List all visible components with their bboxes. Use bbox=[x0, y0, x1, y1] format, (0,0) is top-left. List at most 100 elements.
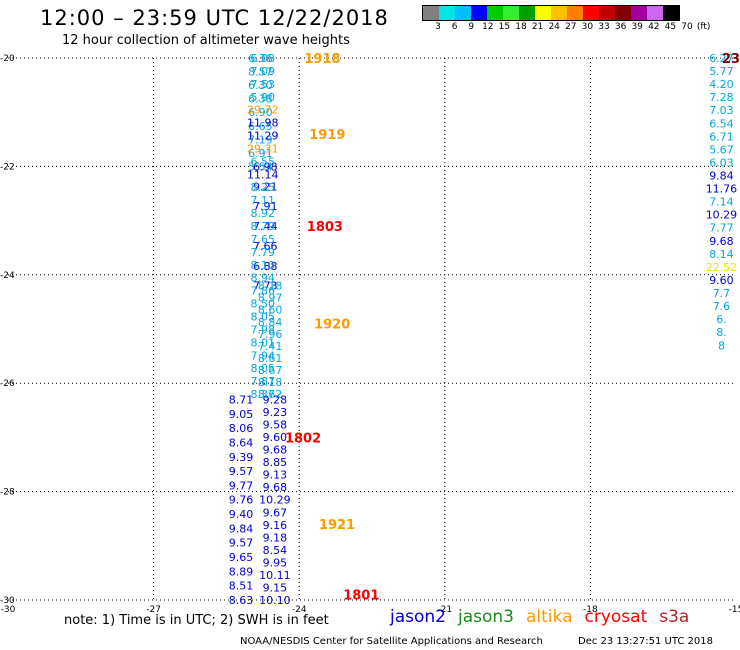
wave-height-value: 8.01 bbox=[251, 336, 276, 349]
legend-ticks: 3 6 9 12 15 18 21 24 27 30 33 36 39 42 45 70 (ft) bbox=[422, 22, 710, 34]
wave-height-value: 22.52 bbox=[706, 261, 738, 274]
wave-height-value: 7.91 bbox=[253, 200, 278, 213]
satellite-key-jason3: jason3 bbox=[458, 607, 514, 627]
wave-height-value: 9.57 bbox=[229, 537, 254, 550]
wave-height-value: 7.94 bbox=[251, 349, 276, 362]
wave-height-value: 9.84 bbox=[709, 170, 734, 183]
wave-height-value: 9.68 bbox=[263, 481, 288, 494]
wave-height-value: 8.10 bbox=[251, 259, 276, 272]
wave-height-value: 9.77 bbox=[229, 479, 254, 492]
y-tick-label: -22 bbox=[0, 162, 15, 172]
wave-height-value: 11.76 bbox=[706, 183, 738, 196]
wave-height-value: 8.92 bbox=[251, 207, 276, 220]
legend-swatch bbox=[471, 6, 487, 20]
wave-height-value: 8.18 bbox=[258, 376, 283, 389]
pass-time-label: 1803 bbox=[307, 220, 343, 235]
wave-height-value: 10.29 bbox=[706, 209, 738, 222]
satellite-key-cryosat: cryosat bbox=[584, 607, 648, 627]
pass-time-label: 1921 bbox=[319, 518, 355, 533]
legend-tick-label: 21 bbox=[531, 22, 544, 32]
credit-text: NOAA/NESDIS Center for Satellite Applica… bbox=[240, 636, 543, 647]
wave-height-value: 29.72 bbox=[247, 104, 279, 117]
wave-height-value: 29.31 bbox=[247, 142, 279, 155]
wave-height-value: 6.71 bbox=[709, 130, 734, 143]
wave-height-value: 5.90 bbox=[251, 91, 276, 104]
legend-swatch bbox=[487, 6, 503, 20]
wave-height-value: 9.60 bbox=[709, 274, 734, 287]
wave-height-value: 9.15 bbox=[263, 581, 288, 594]
satellite-key: jason2 jason3 altika cryosat s3a bbox=[390, 607, 701, 627]
wave-height-value: 9.23 bbox=[263, 406, 288, 419]
legend-tick-label: 9 bbox=[468, 22, 475, 32]
wave-height-value: 9.16 bbox=[263, 519, 288, 532]
wave-height-value: 9.68 bbox=[263, 444, 288, 457]
wave-height-value: 7.87 bbox=[251, 375, 276, 388]
wave-height-value: 6.08 bbox=[251, 52, 276, 65]
x-tick-label: -18 bbox=[583, 605, 598, 615]
footer-note: note: 1) Time is in UTC; 2) SWH is in fe… bbox=[64, 613, 329, 628]
wave-height-value: 8.57 bbox=[248, 66, 273, 79]
pass-time-label: 2317 bbox=[722, 52, 740, 67]
wave-height-value: 9.18 bbox=[263, 531, 288, 544]
wave-height-value: 8. bbox=[716, 326, 727, 339]
wave-height-value: 7.6 bbox=[713, 300, 731, 313]
wave-height-value: 7.66 bbox=[253, 240, 278, 253]
legend-swatch bbox=[535, 6, 551, 20]
satellite-key-s3a: s3a bbox=[659, 607, 690, 627]
wave-height-value: 8.06 bbox=[229, 422, 254, 435]
legend-swatch bbox=[423, 6, 439, 20]
legend-tick-label: 30 bbox=[581, 22, 594, 32]
wave-height-value: 8.54 bbox=[263, 544, 288, 557]
wave-height-value: 6. bbox=[716, 313, 727, 326]
wave-height-value: 9.65 bbox=[229, 551, 254, 564]
wave-height-value: 8.71 bbox=[229, 393, 254, 406]
wave-height-value: 8.94 bbox=[251, 272, 276, 285]
wave-height-value: 8.50 bbox=[251, 298, 276, 311]
wave-height-value: 7.14 bbox=[709, 196, 734, 209]
chart-title: 12:00 – 23:59 UTC 12/22/2018 bbox=[40, 6, 389, 30]
wave-height-value: 11.98 bbox=[247, 117, 279, 130]
wave-height-value: 8.05 bbox=[251, 362, 276, 375]
legend-tick-label: 6 bbox=[451, 22, 458, 32]
wave-height-value: 7.7 bbox=[713, 287, 731, 300]
legend-swatch bbox=[439, 6, 455, 20]
wave-height-value: 9.67 bbox=[263, 506, 288, 519]
legend-swatch bbox=[615, 6, 631, 20]
wave-height-value: 7.79 bbox=[251, 246, 276, 259]
wave-height-value: 8.37 bbox=[251, 388, 276, 401]
wave-height-value: 7.96 bbox=[258, 328, 283, 341]
wave-height-value: 9.13 bbox=[263, 469, 288, 482]
pass-time-label: 1918 bbox=[304, 52, 340, 67]
wave-height-value: 9.84 bbox=[229, 522, 254, 535]
y-tick-label: -24 bbox=[0, 271, 15, 281]
wave-height-value: 6.54 bbox=[709, 117, 734, 130]
wave-height-value: 10.10 bbox=[259, 594, 291, 607]
color-legend: 3 6 9 12 15 18 21 24 27 30 33 36 39 42 45 70 (ft) bbox=[422, 5, 710, 34]
wave-height-value: 7.73 bbox=[253, 280, 278, 293]
wave-height-value: 9.76 bbox=[229, 494, 254, 507]
x-tick-label: -21 bbox=[437, 605, 452, 615]
wave-height-value: 7.44 bbox=[253, 220, 278, 233]
wave-height-value: 7.09 bbox=[251, 65, 276, 78]
satellite-key-jason2: jason2 bbox=[390, 607, 446, 627]
legend-swatch bbox=[455, 6, 471, 20]
wave-height-value: 7.98 bbox=[251, 323, 276, 336]
wave-height-value: 5.67 bbox=[709, 143, 734, 156]
wave-height-value: 7.28 bbox=[709, 91, 734, 104]
legend-tick-label: 45 bbox=[664, 22, 677, 32]
wave-height-value: 6.30 bbox=[248, 79, 273, 92]
wave-height-value: 4.20 bbox=[709, 78, 734, 91]
legend-tick-label: 12 bbox=[482, 22, 494, 32]
wave-height-value: 8.62 bbox=[258, 388, 283, 401]
wave-height-value: 6.27 bbox=[709, 52, 734, 65]
wave-height-value: 8.63 bbox=[229, 594, 254, 607]
pass-time-label: 1802 bbox=[285, 431, 321, 446]
wave-height-value: 6.55 bbox=[251, 155, 276, 168]
y-tick-label: -30 bbox=[0, 596, 15, 606]
pass-time-label: 1801 bbox=[343, 589, 379, 604]
wave-height-value: 9.28 bbox=[263, 393, 288, 406]
legend-swatches bbox=[422, 5, 680, 21]
wave-height-value: 10.11 bbox=[259, 569, 291, 582]
wave-height-value: 11.29 bbox=[247, 130, 279, 143]
legend-swatch bbox=[551, 6, 567, 20]
